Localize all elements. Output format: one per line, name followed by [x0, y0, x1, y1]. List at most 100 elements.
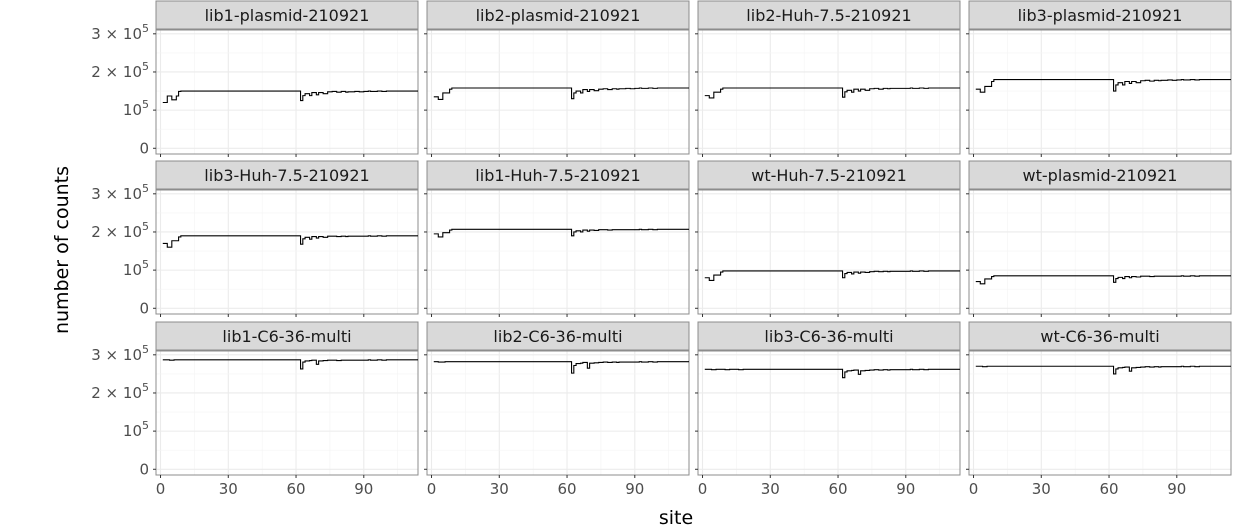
- x-tick-label: 90: [354, 480, 373, 498]
- y-tick-label: 105: [123, 98, 149, 119]
- series-line: [975, 79, 1231, 93]
- facet-panel: lib1-Huh-7.5-210921: [424, 160, 690, 317]
- facet-panel: wt-C6-36-multi: [966, 321, 1232, 478]
- panel-background: [969, 190, 1231, 314]
- panel-border: [155, 350, 419, 476]
- panel-background: [156, 190, 418, 314]
- facet-strip: [697, 160, 961, 190]
- facet-strip: [426, 321, 690, 351]
- x-tick-label: 60: [557, 480, 576, 498]
- panel-background: [156, 30, 418, 154]
- x-tick-label: 30: [490, 480, 509, 498]
- series-line: [704, 368, 960, 379]
- x-axis-label: site: [659, 507, 693, 528]
- facet-title: lib1-Huh-7.5-210921: [475, 166, 640, 185]
- facet-strip: [426, 0, 690, 30]
- panel-border: [426, 350, 690, 476]
- panel-border: [426, 189, 690, 315]
- x-tick-label: 0: [969, 480, 979, 498]
- panel-border: [968, 350, 1232, 476]
- panel-background: [698, 190, 960, 314]
- series-line: [162, 90, 418, 104]
- x-tick-label: 90: [896, 480, 915, 498]
- x-tick-label: 60: [828, 480, 847, 498]
- panel-border: [968, 29, 1232, 155]
- panel-background: [156, 351, 418, 475]
- panel-background: [427, 351, 689, 475]
- facet-panel: wt-plasmid-210921: [966, 160, 1232, 317]
- x-tick-label: 0: [698, 480, 708, 498]
- y-tick-label: 2 × 105: [91, 381, 149, 402]
- facet-strip: [968, 0, 1232, 30]
- series-line: [975, 365, 1231, 375]
- panel-background: [427, 190, 689, 314]
- facet-panel: lib3-Huh-7.5-210921: [153, 160, 419, 317]
- facet-panel: lib1-plasmid-210921: [153, 0, 419, 157]
- x-tick-label: 0: [427, 480, 437, 498]
- series-line: [975, 275, 1231, 285]
- y-tick-label: 0: [139, 299, 149, 317]
- panel-background: [698, 351, 960, 475]
- y-tick-label: 0: [139, 139, 149, 157]
- y-tick-label: 105: [123, 419, 149, 440]
- y-tick-label: 2 × 105: [91, 220, 149, 241]
- facet-strip: [155, 321, 419, 351]
- facet-strip: [155, 0, 419, 30]
- series-line: [433, 228, 689, 238]
- y-tick-label: 3 × 105: [91, 22, 149, 43]
- facet-panel: lib2-C6-36-multi: [424, 321, 690, 478]
- series-line: [162, 359, 418, 370]
- series-line: [704, 270, 960, 281]
- y-axis: 0 105 2 × 105 3 × 105 0 105 2 × 105 3 × 105 0 105…: [91, 22, 149, 478]
- panel-background: [427, 30, 689, 154]
- panel-background: [969, 30, 1231, 154]
- facet-panel: lib2-plasmid-210921: [424, 0, 690, 157]
- facet-strip: [697, 0, 961, 30]
- facet-panel: lib3-plasmid-210921: [966, 0, 1232, 157]
- x-tick-label: 90: [625, 480, 644, 498]
- series-line: [704, 87, 960, 99]
- facet-title: lib1-C6-36-multi: [222, 327, 351, 346]
- facet-strip: [968, 160, 1232, 190]
- facet-title: lib3-Huh-7.5-210921: [204, 166, 369, 185]
- facet-strip: [968, 321, 1232, 351]
- facet-panel: wt-Huh-7.5-210921: [695, 160, 961, 317]
- facet-panel: lib2-Huh-7.5-210921: [695, 0, 961, 157]
- x-axis: 0 30 60 90 0 30 60 90 0 30 60 90 0 30 60 90: [156, 480, 1187, 498]
- facet-title: lib2-Huh-7.5-210921: [746, 6, 911, 25]
- x-tick-label: 0: [156, 480, 166, 498]
- facet-title: lib1-plasmid-210921: [205, 6, 370, 25]
- facet-title: lib3-plasmid-210921: [1018, 6, 1183, 25]
- facet-title: lib3-C6-36-multi: [764, 327, 893, 346]
- series-line: [433, 87, 689, 100]
- panel-background: [969, 351, 1231, 475]
- facet-panel: lib3-C6-36-multi: [695, 321, 961, 478]
- panel-border: [426, 29, 690, 155]
- facet-title: wt-C6-36-multi: [1040, 327, 1159, 346]
- panel-border: [155, 29, 419, 155]
- facet-strip: [426, 160, 690, 190]
- series-line: [433, 361, 689, 374]
- x-tick-label: 60: [286, 480, 305, 498]
- facet-strip: [697, 321, 961, 351]
- facet-strip: [155, 160, 419, 190]
- facet-panels: lib1-plasmid-210921 lib2-plasmid-210921 li…: [153, 0, 1232, 478]
- facet-title: lib2-plasmid-210921: [476, 6, 641, 25]
- x-tick-label: 30: [1032, 480, 1051, 498]
- panel-border: [968, 189, 1232, 315]
- panel-background: [698, 30, 960, 154]
- x-tick-label: 30: [761, 480, 780, 498]
- facet-panel: lib1-C6-36-multi: [153, 321, 419, 478]
- y-tick-label: 3 × 105: [91, 182, 149, 203]
- facet-title: wt-plasmid-210921: [1023, 166, 1178, 185]
- y-axis-label: number of counts: [51, 166, 73, 334]
- y-tick-label: 0: [139, 460, 149, 478]
- panel-border: [697, 29, 961, 155]
- x-tick-label: 90: [1167, 480, 1186, 498]
- y-tick-label: 2 × 105: [91, 60, 149, 81]
- x-tick-label: 30: [219, 480, 238, 498]
- y-tick-label: 3 × 105: [91, 343, 149, 364]
- panel-border: [697, 350, 961, 476]
- y-tick-label: 105: [123, 258, 149, 279]
- facet-title: lib2-C6-36-multi: [493, 327, 622, 346]
